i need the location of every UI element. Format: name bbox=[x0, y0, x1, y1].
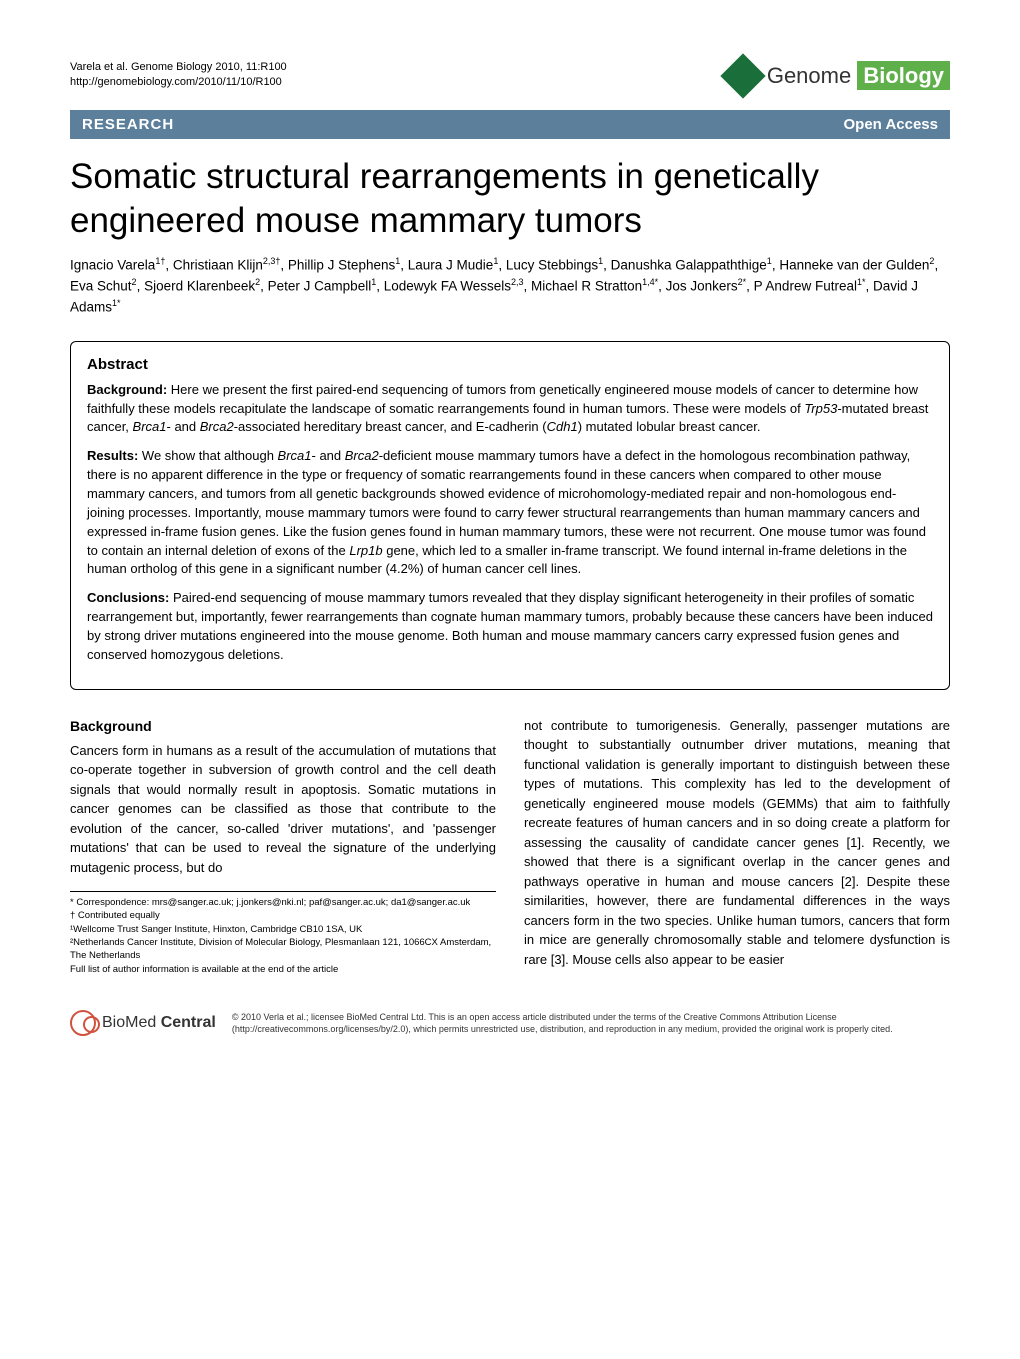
body-columns: Background Cancers form in humans as a r… bbox=[70, 716, 950, 976]
authors-list: Ignacio Varela1†, Christiaan Klijn2,3†, … bbox=[70, 255, 950, 319]
license-text: © 2010 Verla et al.; licensee BioMed Cen… bbox=[232, 1011, 950, 1035]
journal-logo: Genome Biology bbox=[727, 60, 950, 92]
footnote-correspondence: * Correspondence: mrs@sanger.ac.uk; j.jo… bbox=[70, 896, 496, 909]
column-right: not contribute to tumorigenesis. General… bbox=[524, 716, 950, 976]
journal-name-light: Genome bbox=[767, 63, 858, 88]
footnote-affil1: ¹Wellcome Trust Sanger Institute, Hinxto… bbox=[70, 923, 496, 936]
bmc-bold: Central bbox=[161, 1014, 216, 1031]
logo-icon bbox=[720, 53, 765, 98]
abstract-results-label: Results: bbox=[87, 448, 142, 463]
article-title: Somatic structural rearrangements in gen… bbox=[70, 155, 950, 243]
abstract-background-label: Background: bbox=[87, 382, 171, 397]
research-bar: RESEARCH Open Access bbox=[70, 110, 950, 139]
citation-line2: http://genomebiology.com/2010/11/10/R100 bbox=[70, 75, 287, 90]
abstract-conclusions: Conclusions: Paired-end sequencing of mo… bbox=[87, 589, 933, 664]
body-col1-text: Cancers form in humans as a result of th… bbox=[70, 741, 496, 878]
bmc-light: BioMed bbox=[102, 1014, 161, 1031]
background-heading: Background bbox=[70, 716, 496, 737]
abstract-conclusions-label: Conclusions: bbox=[87, 590, 173, 605]
header-row: Varela et al. Genome Biology 2010, 11:R1… bbox=[70, 60, 950, 92]
abstract-heading: Abstract bbox=[87, 356, 933, 373]
journal-name-bold: Biology bbox=[857, 61, 950, 90]
abstract-conclusions-text: Paired-end sequencing of mouse mammary t… bbox=[87, 590, 933, 662]
footnote-fullinfo: Full list of author information is avail… bbox=[70, 963, 496, 976]
citation-block: Varela et al. Genome Biology 2010, 11:R1… bbox=[70, 60, 287, 91]
footnote-affil2: ²Netherlands Cancer Institute, Division … bbox=[70, 936, 496, 963]
bmc-circle-icon bbox=[70, 1010, 96, 1036]
body-col2-text: not contribute to tumorigenesis. General… bbox=[524, 716, 950, 970]
footnotes: * Correspondence: mrs@sanger.ac.uk; j.jo… bbox=[70, 891, 496, 976]
abstract-results: Results: We show that although Brca1- an… bbox=[87, 447, 933, 579]
abstract-results-text: We show that although Brca1- and Brca2-d… bbox=[87, 448, 926, 576]
biomed-central-logo: BioMed Central bbox=[70, 1010, 216, 1036]
citation-line1: Varela et al. Genome Biology 2010, 11:R1… bbox=[70, 60, 287, 75]
footnote-contributed: † Contributed equally bbox=[70, 909, 496, 922]
abstract-background: Background: Here we present the first pa… bbox=[87, 381, 933, 438]
research-label: RESEARCH bbox=[82, 116, 174, 133]
open-access-label: Open Access bbox=[844, 116, 939, 133]
abstract-box: Abstract Background: Here we present the… bbox=[70, 341, 950, 690]
column-left: Background Cancers form in humans as a r… bbox=[70, 716, 496, 976]
page-footer: BioMed Central © 2010 Verla et al.; lice… bbox=[70, 1000, 950, 1036]
abstract-background-text: Here we present the first paired-end seq… bbox=[87, 382, 928, 435]
journal-name: Genome Biology bbox=[767, 63, 950, 89]
bmc-text: BioMed Central bbox=[102, 1014, 216, 1032]
